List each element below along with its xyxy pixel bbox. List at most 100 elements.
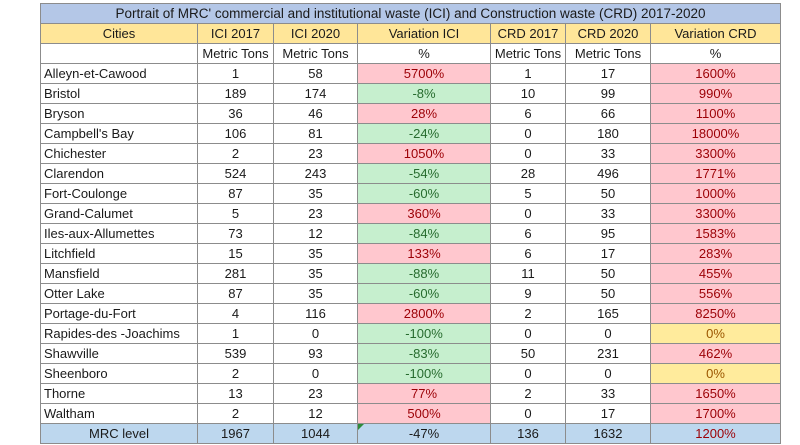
crd-2020-cell: 231 — [565, 343, 651, 364]
ici-2017-cell: 2 — [197, 363, 274, 384]
city-cell: Shawville — [40, 343, 198, 364]
crd-2017-cell: 5 — [490, 183, 566, 204]
variation-crd-cell: 1650% — [650, 383, 781, 404]
variation-ici-cell: -60% — [357, 183, 491, 204]
variation-ici-cell: -88% — [357, 263, 491, 284]
table-row: Waltham 2 12 500% 0 17 1700% — [40, 403, 781, 424]
crd-2020-cell: 0 — [565, 363, 651, 384]
units-row: Metric Tons Metric Tons % Metric Tons Me… — [40, 43, 781, 64]
ici-2020-cell: 12 — [273, 403, 358, 424]
crd-2017-cell: 1 — [490, 63, 566, 84]
unit-ici-2017: Metric Tons — [197, 43, 274, 64]
variation-ici-cell: -84% — [357, 223, 491, 244]
city-cell: Thorne — [40, 383, 198, 404]
city-cell: Bryson — [40, 103, 198, 124]
ici-2017-cell: 106 — [197, 123, 274, 144]
variation-ici-cell: 500% — [357, 403, 491, 424]
ici-2020-cell: 35 — [273, 263, 358, 284]
footer-crd-2020: 1632 — [565, 423, 651, 444]
crd-2017-cell: 0 — [490, 363, 566, 384]
variation-crd-cell: 0% — [650, 323, 781, 344]
footer-crd-2017-text: 136 — [517, 426, 539, 441]
crd-2020-cell: 99 — [565, 83, 651, 104]
ici-2020-cell: 35 — [273, 243, 358, 264]
variation-crd-cell: 1000% — [650, 183, 781, 204]
crd-2020-cell: 496 — [565, 163, 651, 184]
city-cell: Iles-aux-Allumettes — [40, 223, 198, 244]
unit-variation-ici: % — [357, 43, 491, 64]
ici-2020-cell: 116 — [273, 303, 358, 324]
crd-2020-cell: 165 — [565, 303, 651, 324]
footer-label-text: MRC level — [89, 426, 149, 441]
header-variation-ici: Variation ICI — [357, 23, 491, 44]
table-row: Bristol 189 174 -8% 10 99 990% — [40, 83, 781, 104]
crd-2020-cell: 50 — [565, 263, 651, 284]
footer-ici-2020-text: 1044 — [301, 426, 330, 441]
ici-2020-cell: 58 — [273, 63, 358, 84]
ici-2017-cell: 15 — [197, 243, 274, 264]
variation-crd-cell: 3300% — [650, 203, 781, 224]
city-cell: Chichester — [40, 143, 198, 164]
unit-ici-2020: Metric Tons — [273, 43, 358, 64]
city-cell: Bristol — [40, 83, 198, 104]
variation-ici-cell: 77% — [357, 383, 491, 404]
crd-2020-cell: 66 — [565, 103, 651, 124]
crd-2017-cell: 2 — [490, 303, 566, 324]
ici-2017-cell: 2 — [197, 143, 274, 164]
crd-2020-cell: 95 — [565, 223, 651, 244]
ici-2020-cell: 23 — [273, 203, 358, 224]
variation-ici-cell: 28% — [357, 103, 491, 124]
ici-2020-cell: 243 — [273, 163, 358, 184]
table-row: Rapides-des -Joachims 1 0 -100% 0 0 0% — [40, 323, 781, 344]
table-row: Campbell's Bay 106 81 -24% 0 180 18000% — [40, 123, 781, 144]
waste-table: Portrait of MRC' commercial and institut… — [40, 3, 781, 444]
ici-2017-cell: 36 — [197, 103, 274, 124]
crd-2020-cell: 17 — [565, 63, 651, 84]
ici-2020-cell: 0 — [273, 323, 358, 344]
footer-crd-2020-text: 1632 — [593, 426, 623, 441]
ici-2020-cell: 93 — [273, 343, 358, 364]
ici-2017-cell: 189 — [197, 83, 274, 104]
ici-2020-cell: 35 — [273, 183, 358, 204]
table-row: Bryson 36 46 28% 6 66 1100% — [40, 103, 781, 124]
crd-2017-cell: 28 — [490, 163, 566, 184]
table-row: Chichester 2 23 1050% 0 33 3300% — [40, 143, 781, 164]
variation-ici-cell: 2800% — [357, 303, 491, 324]
crd-2017-cell: 0 — [490, 323, 566, 344]
variation-ici-cell: 1050% — [357, 143, 491, 164]
unit-crd-2017: Metric Tons — [490, 43, 566, 64]
header-variation-crd: Variation CRD — [650, 23, 781, 44]
variation-crd-cell: 18000% — [650, 123, 781, 144]
footer-label: MRC level — [40, 423, 198, 444]
header-crd-2017: CRD 2017 — [490, 23, 566, 44]
crd-2017-cell: 0 — [490, 123, 566, 144]
table-row: Otter Lake 87 35 -60% 9 50 556% — [40, 283, 781, 304]
crd-2017-cell: 9 — [490, 283, 566, 304]
ici-2017-cell: 13 — [197, 383, 274, 404]
ici-2020-cell: 35 — [273, 283, 358, 304]
table-row: Grand-Calumet 5 23 360% 0 33 3300% — [40, 203, 781, 224]
footer-variation-crd-text: 1200% — [695, 426, 736, 441]
footer-ici-2017-text: 1967 — [221, 426, 250, 441]
header-cities: Cities — [40, 23, 198, 44]
footer-variation-ici-text: -47% — [408, 426, 440, 441]
city-cell: Portage-du-Fort — [40, 303, 198, 324]
city-cell: Otter Lake — [40, 283, 198, 304]
ici-2017-cell: 524 — [197, 163, 274, 184]
ici-2020-cell: 12 — [273, 223, 358, 244]
crd-2020-cell: 180 — [565, 123, 651, 144]
table-row: Mansfield 281 35 -88% 11 50 455% — [40, 263, 781, 284]
crd-2017-cell: 0 — [490, 143, 566, 164]
footer-crd-2017: 136 — [490, 423, 566, 444]
ici-2020-cell: 46 — [273, 103, 358, 124]
crd-2017-cell: 2 — [490, 383, 566, 404]
crd-2017-cell: 6 — [490, 103, 566, 124]
city-cell: Grand-Calumet — [40, 203, 198, 224]
city-cell: Mansfield — [40, 263, 198, 284]
ici-2017-cell: 539 — [197, 343, 274, 364]
footer-variation-crd: 1200% — [650, 423, 781, 444]
variation-ici-cell: -100% — [357, 323, 491, 344]
header-ici-2017: ICI 2017 — [197, 23, 274, 44]
ici-2017-cell: 4 — [197, 303, 274, 324]
ici-2017-cell: 281 — [197, 263, 274, 284]
